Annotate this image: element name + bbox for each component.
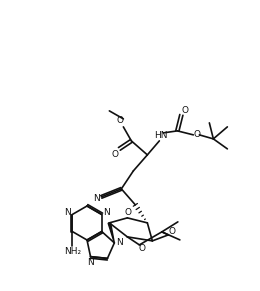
Text: O: O xyxy=(117,116,124,125)
Text: N: N xyxy=(103,208,110,217)
Text: N: N xyxy=(116,238,123,247)
Text: O: O xyxy=(139,244,146,253)
Polygon shape xyxy=(108,223,114,243)
Text: O: O xyxy=(182,107,189,115)
Text: N: N xyxy=(87,258,94,267)
Text: O: O xyxy=(125,208,132,217)
Text: N: N xyxy=(93,194,100,203)
Text: HN: HN xyxy=(155,131,168,140)
Text: O: O xyxy=(169,227,176,236)
Text: O: O xyxy=(112,150,119,159)
Text: O: O xyxy=(194,130,201,139)
Text: N: N xyxy=(64,208,71,217)
Text: NH₂: NH₂ xyxy=(64,247,81,256)
